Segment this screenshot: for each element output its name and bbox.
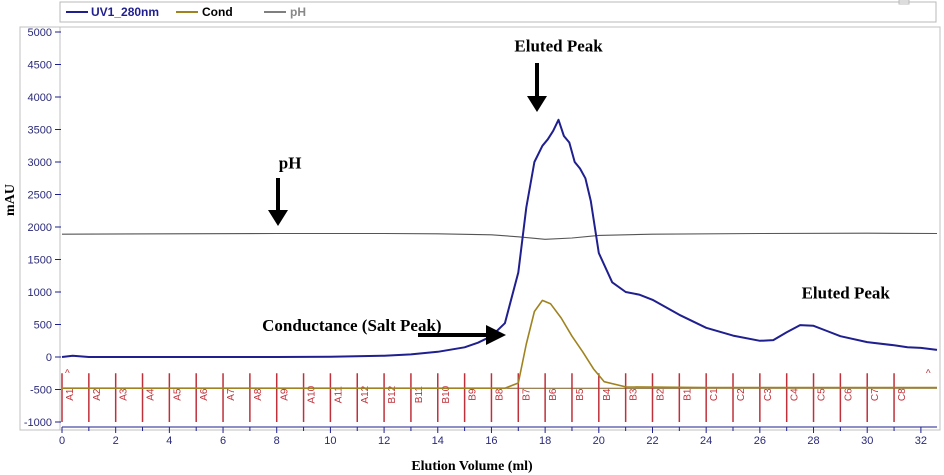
fraction-caret: ^	[65, 369, 70, 380]
fraction-label: B7	[521, 388, 532, 401]
legend-uv-label: UV1_280nm	[91, 5, 159, 19]
fraction-label: B6	[548, 388, 559, 401]
conductance-arrow-head	[486, 325, 506, 345]
fraction-caret: ^	[926, 369, 931, 380]
x-tick-label: 2	[113, 435, 119, 447]
plot-frame	[59, 26, 941, 431]
fraction-label: A9	[280, 388, 291, 401]
y-tick-label: -1000	[24, 417, 52, 429]
y-axis-panel	[19, 26, 61, 431]
x-tick-label: 30	[861, 435, 873, 447]
fraction-label: A11	[333, 386, 344, 403]
annotation-label: Conductance (Salt Peak)	[262, 316, 441, 335]
fraction-markers: A1 A2 A3 A4 A5 A6 A7 A8 A9 A10 A11 A12 B12 B11 B10 B9 B8…	[61, 369, 937, 422]
fraction-label: C8	[897, 388, 908, 401]
legend-box	[59, 1, 937, 23]
y-tick-label: 3000	[28, 157, 52, 169]
ph-arrow-head	[268, 210, 288, 226]
fraction-label: A12	[360, 385, 371, 403]
fraction-label: A1	[65, 388, 76, 401]
y-tick-label: 1500	[28, 255, 52, 267]
y-tick-label: 2000	[28, 222, 52, 234]
x-tick-label: 0	[59, 435, 65, 447]
fraction-label: B12	[387, 385, 398, 403]
fraction-label: A8	[253, 388, 264, 401]
x-tick-label: 32	[915, 435, 927, 447]
annotation-label: pH	[279, 154, 302, 173]
legend-ph-label: pH	[290, 5, 306, 19]
fraction-label: B5	[575, 388, 586, 401]
annotation-label: Eluted Peak	[514, 37, 603, 56]
fraction-label: B9	[468, 388, 479, 401]
y-tick-label: 4500	[28, 60, 52, 72]
fraction-label: C3	[763, 388, 774, 401]
fraction-label: A6	[199, 388, 210, 401]
x-tick-label: 28	[807, 435, 819, 447]
x-tick-label: 6	[220, 435, 226, 447]
series-line-UV1_280nm	[61, 118, 938, 358]
series-line-Cond	[62, 299, 937, 389]
y-axis: -1000 -500 0 500 1000 1500 2000 2500 3000 3500 400…	[24, 27, 61, 429]
x-tick-label: 18	[539, 435, 551, 447]
y-tick-label: -500	[30, 385, 52, 397]
x-tick-label: 26	[754, 435, 766, 447]
y-tick-label: 5000	[28, 27, 52, 39]
fraction-label: B8	[494, 388, 505, 401]
x-tick-label: 14	[432, 435, 444, 447]
x-axis: 0 2 4 6 8 10 12 14 16 18 20 22 24 26 28 30 32	[59, 426, 937, 447]
y-tick-label: 500	[34, 320, 52, 332]
y-tick-label: 1000	[28, 287, 52, 299]
x-tick-label: 4	[166, 435, 172, 447]
fraction-label: C1	[709, 388, 720, 401]
fraction-label: B11	[414, 386, 425, 403]
y-tick-label: 0	[46, 352, 52, 364]
fraction-label: A3	[119, 388, 130, 401]
y-tick-label: 2500	[28, 190, 52, 202]
y-axis-title: mAU	[3, 184, 18, 216]
series-lines	[61, 118, 938, 389]
legend: UV1_280nm Cond pH	[66, 5, 306, 19]
fraction-label: A2	[92, 388, 103, 401]
x-tick-label: 22	[646, 435, 658, 447]
fraction-label: B10	[441, 385, 452, 403]
fraction-label: C5	[817, 388, 828, 401]
fraction-label: B2	[655, 388, 666, 401]
x-tick-label: 8	[274, 435, 280, 447]
x-tick-label: 20	[593, 435, 605, 447]
x-tick-label: 24	[700, 435, 712, 447]
annotations: Eluted Peak pH Conductance (Salt Peak) Elut…	[262, 37, 890, 336]
fraction-label: C6	[843, 388, 854, 401]
fraction-label: C2	[736, 388, 747, 401]
fraction-label: A4	[146, 388, 157, 401]
annotation-arrows	[268, 63, 547, 345]
x-axis-title: Elution Volume (ml)	[411, 459, 533, 474]
fraction-label: A5	[172, 388, 183, 401]
fraction-label: C7	[870, 388, 881, 401]
fraction-label: B1	[682, 388, 693, 401]
x-tick-label: 16	[485, 435, 497, 447]
y-tick-label: 3500	[28, 125, 52, 137]
x-tick-label: 10	[324, 435, 336, 447]
legend-cond-label: Cond	[202, 5, 233, 19]
restore-icon[interactable]	[898, 0, 910, 5]
annotation-label: Eluted Peak	[802, 284, 891, 303]
fraction-label: A10	[307, 385, 318, 403]
x-tick-label: 12	[378, 435, 390, 447]
y-tick-label: 4000	[28, 92, 52, 104]
fraction-label: B4	[602, 388, 613, 401]
eluted-peak-arrow-head	[527, 96, 547, 112]
fraction-label: C4	[790, 388, 801, 401]
fraction-label: A7	[226, 388, 237, 401]
series-line-pH	[61, 232, 938, 240]
fraction-label: B3	[629, 388, 640, 401]
